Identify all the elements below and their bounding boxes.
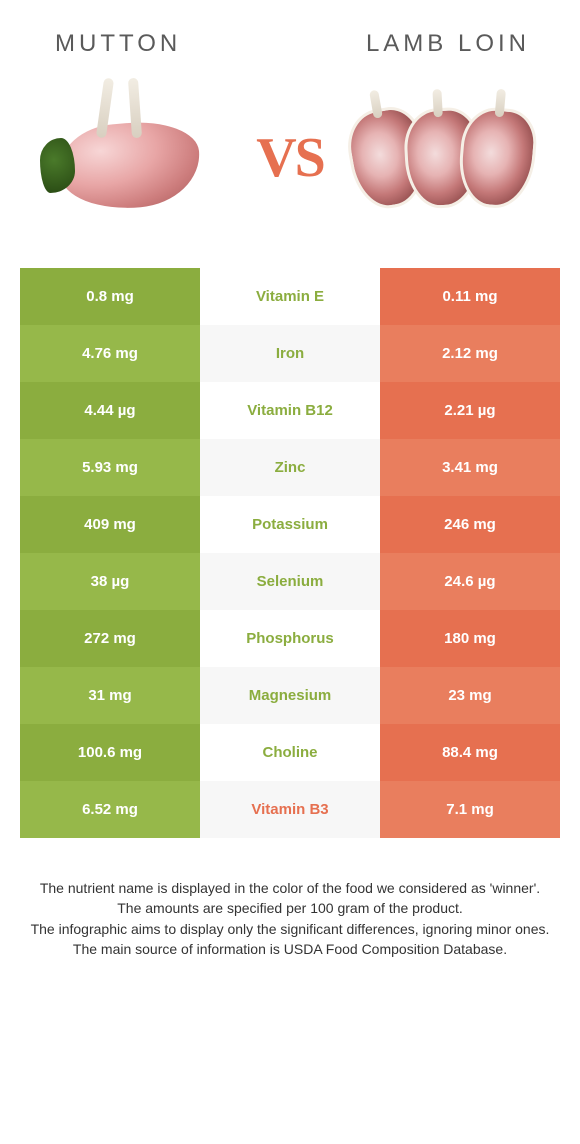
right-value: 2.21 µg bbox=[380, 382, 560, 439]
table-row: 272 mgPhosphorus180 mg bbox=[20, 610, 560, 667]
table-row: 31 mgMagnesium23 mg bbox=[20, 667, 560, 724]
nutrient-name: Vitamin E bbox=[200, 268, 380, 325]
left-value: 409 mg bbox=[20, 496, 200, 553]
right-value: 180 mg bbox=[380, 610, 560, 667]
nutrient-table: 0.8 mgVitamin E0.11 mg4.76 mgIron2.12 mg… bbox=[20, 268, 560, 838]
table-row: 409 mgPotassium246 mg bbox=[20, 496, 560, 553]
footer-line: The main source of information is USDA F… bbox=[30, 939, 550, 959]
right-value: 24.6 µg bbox=[380, 553, 560, 610]
table-row: 0.8 mgVitamin E0.11 mg bbox=[20, 268, 560, 325]
nutrient-name: Iron bbox=[200, 325, 380, 382]
table-row: 100.6 mgCholine88.4 mg bbox=[20, 724, 560, 781]
left-value: 31 mg bbox=[20, 667, 200, 724]
nutrient-name: Vitamin B3 bbox=[200, 781, 380, 838]
footer-notes: The nutrient name is displayed in the co… bbox=[0, 838, 580, 959]
table-row: 5.93 mgZinc3.41 mg bbox=[20, 439, 560, 496]
left-value: 5.93 mg bbox=[20, 439, 200, 496]
nutrient-name: Choline bbox=[200, 724, 380, 781]
right-value: 88.4 mg bbox=[380, 724, 560, 781]
right-value: 7.1 mg bbox=[380, 781, 560, 838]
nutrient-name: Vitamin B12 bbox=[200, 382, 380, 439]
right-value: 0.11 mg bbox=[380, 268, 560, 325]
left-value: 38 µg bbox=[20, 553, 200, 610]
right-value: 2.12 mg bbox=[380, 325, 560, 382]
mutton-bone-icon bbox=[96, 78, 114, 139]
table-row: 38 µgSelenium24.6 µg bbox=[20, 553, 560, 610]
nutrient-name: Selenium bbox=[200, 553, 380, 610]
left-value: 100.6 mg bbox=[20, 724, 200, 781]
mutton-image bbox=[30, 83, 230, 233]
right-value: 246 mg bbox=[380, 496, 560, 553]
table-row: 4.76 mgIron2.12 mg bbox=[20, 325, 560, 382]
left-value: 6.52 mg bbox=[20, 781, 200, 838]
title-right: Lamb loin bbox=[366, 30, 530, 58]
left-value: 272 mg bbox=[20, 610, 200, 667]
lamb-loin-image bbox=[350, 83, 550, 233]
footer-line: The infographic aims to display only the… bbox=[30, 919, 550, 939]
nutrient-name: Phosphorus bbox=[200, 610, 380, 667]
table-row: 6.52 mgVitamin B37.1 mg bbox=[20, 781, 560, 838]
table-row: 4.44 µgVitamin B122.21 µg bbox=[20, 382, 560, 439]
header: Mutton Lamb loin bbox=[0, 0, 580, 68]
footer-line: The nutrient name is displayed in the co… bbox=[30, 878, 550, 898]
left-value: 0.8 mg bbox=[20, 268, 200, 325]
mutton-bone-icon bbox=[128, 78, 142, 139]
nutrient-name: Zinc bbox=[200, 439, 380, 496]
right-value: 23 mg bbox=[380, 667, 560, 724]
title-left: Mutton bbox=[55, 30, 181, 58]
nutrient-name: Magnesium bbox=[200, 667, 380, 724]
left-value: 4.44 µg bbox=[20, 382, 200, 439]
nutrient-name: Potassium bbox=[200, 496, 380, 553]
footer-line: The amounts are specified per 100 gram o… bbox=[30, 898, 550, 918]
hero-row: VS bbox=[0, 68, 580, 268]
left-value: 4.76 mg bbox=[20, 325, 200, 382]
right-value: 3.41 mg bbox=[380, 439, 560, 496]
vs-label: VS bbox=[256, 126, 324, 190]
